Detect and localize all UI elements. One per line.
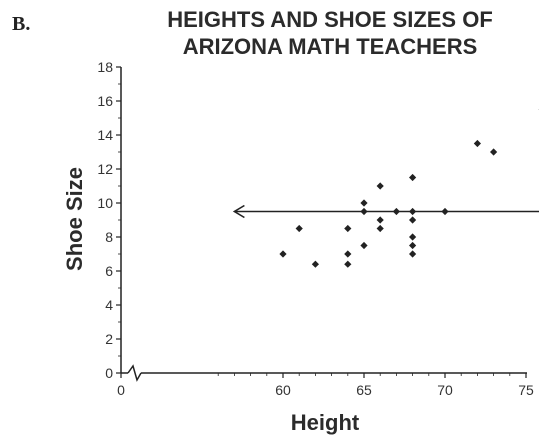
y-tick-label: 8 [105,229,113,245]
data-point [344,260,352,268]
data-point [409,216,417,224]
y-tick-label: 16 [97,93,113,109]
data-point [376,216,384,224]
x-tick-label: 70 [437,382,453,398]
x-tick-label: 75 [518,382,534,398]
y-tick-label: 18 [97,59,113,75]
x-tick-label: 60 [275,382,291,398]
data-point [409,241,417,250]
y-tick-label: 4 [105,297,113,313]
data-point [360,207,368,216]
data-points [279,109,539,268]
y-tick-label: 6 [105,263,113,279]
axes [120,67,527,382]
data-point [473,139,481,148]
x-axis-break [127,364,142,382]
y-tick-label: 12 [97,161,113,177]
data-point [490,148,498,156]
data-point [311,260,319,268]
problem-label: B. [12,13,30,35]
x-tick-label: 0 [117,382,125,398]
x-ticks: 06065707580 [117,373,534,398]
data-point [392,207,400,216]
y-tick-label: 14 [97,127,113,143]
data-point [360,199,368,207]
horizontal-reference-line [232,204,539,219]
data-point [344,250,352,258]
data-point [441,207,449,216]
chart-title: HEIGHTS AND SHOE SIZES OF [167,7,493,32]
y-tick-label: 2 [105,331,113,347]
y-ticks: 0 2 4 6 8 10 12 14 16 18 [97,59,121,381]
arrowhead-left [232,204,245,219]
data-point [295,224,303,233]
x-axis-title: Height [291,410,360,435]
data-point [376,224,384,233]
data-point [409,233,417,241]
data-point [376,182,384,190]
data-point [409,250,417,258]
data-point [279,250,287,258]
data-point [344,224,352,233]
data-point [409,207,417,216]
chart-subtitle: ARIZONA MATH TEACHERS [183,34,478,59]
y-tick-label: 10 [97,195,113,211]
y-axis-title: Shoe Size [62,167,87,271]
y-tick-label: 0 [105,365,113,381]
data-point [360,241,368,250]
data-point [409,173,417,182]
x-tick-label: 65 [356,382,372,398]
